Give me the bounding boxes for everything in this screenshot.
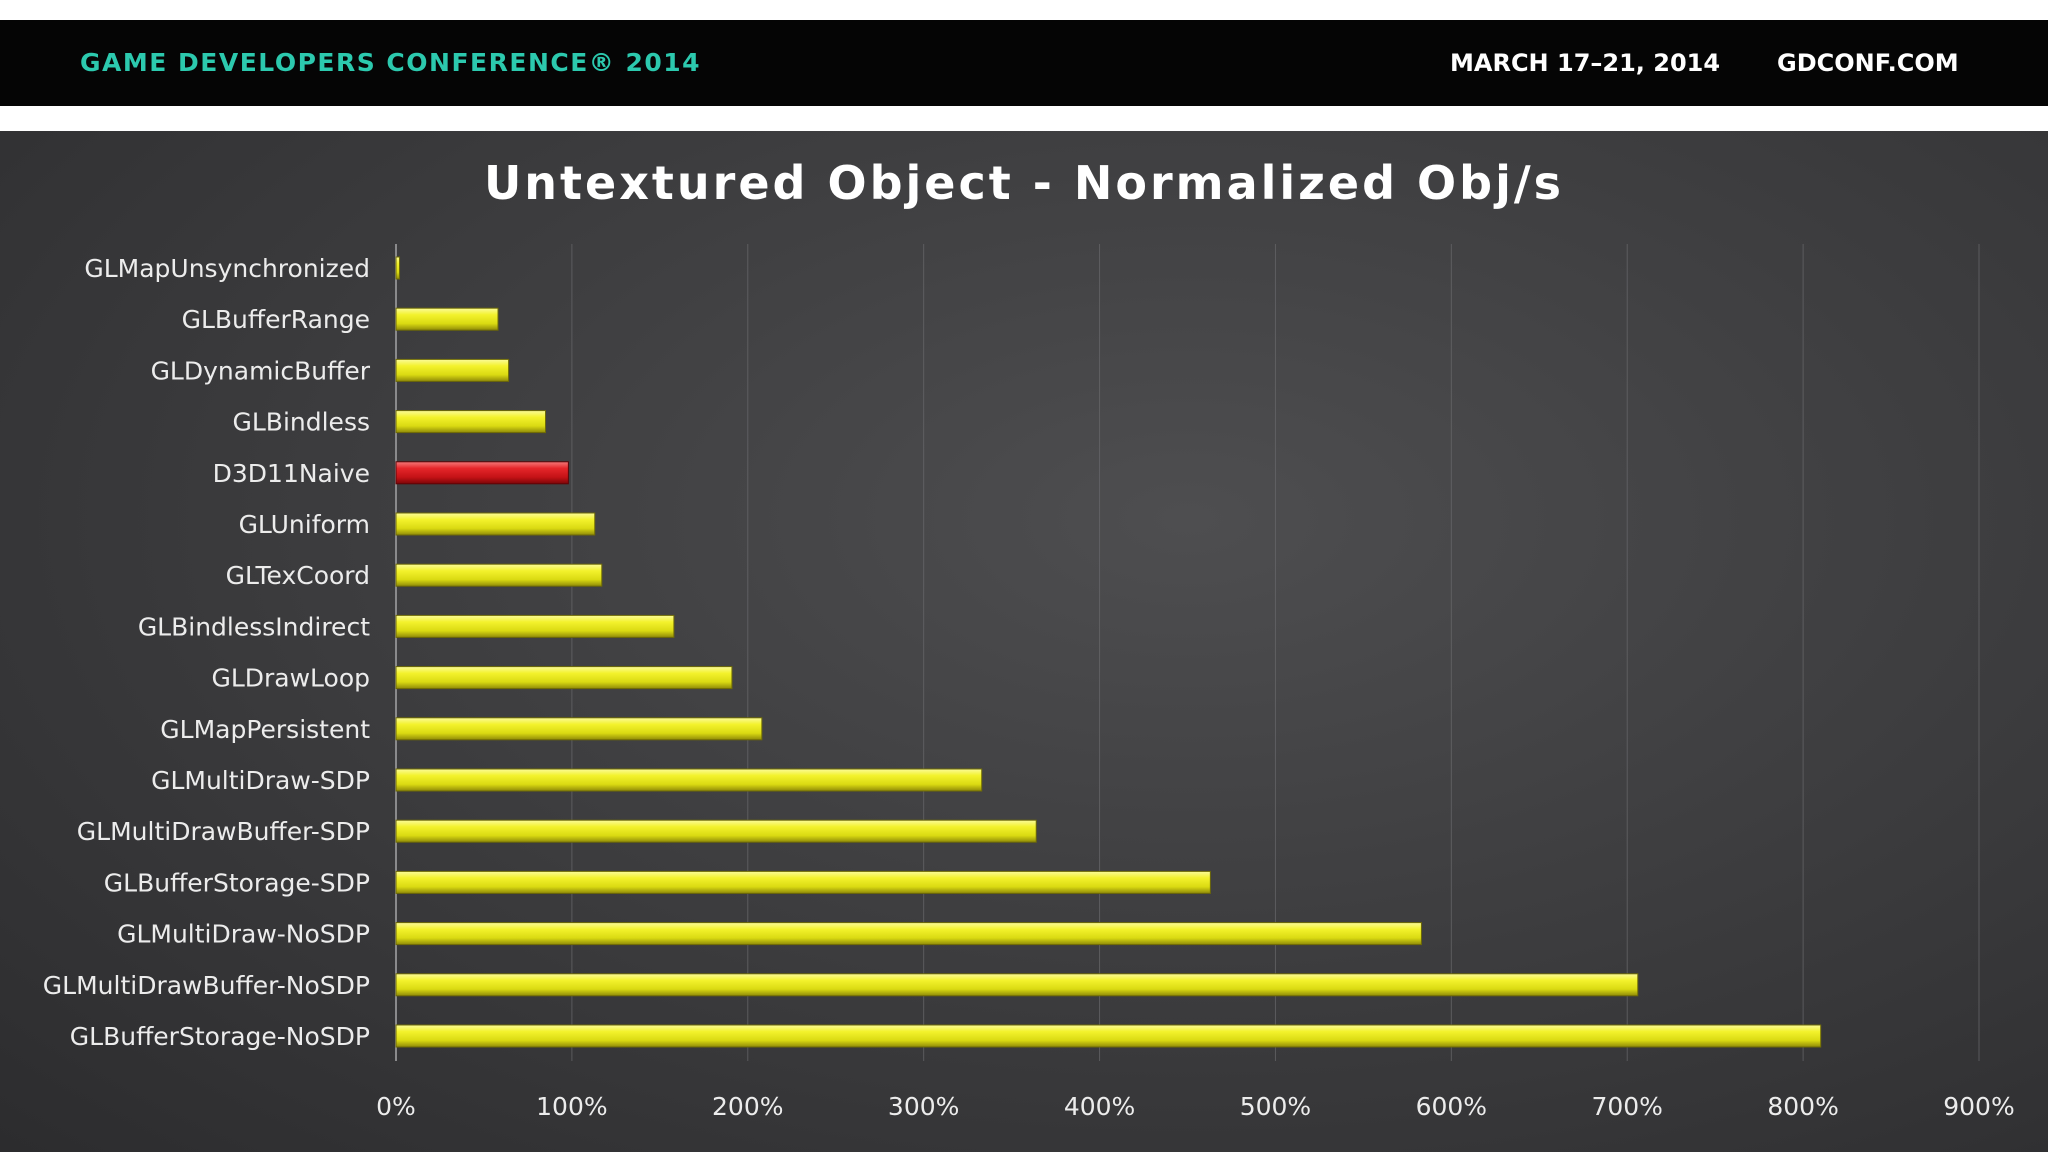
x-tick-label: 100% xyxy=(536,1092,607,1121)
conference-dates: MARCH 17–21, 2014 xyxy=(1450,49,1721,77)
x-tick-label: 600% xyxy=(1416,1092,1487,1121)
category-label: GLTexCoord xyxy=(226,561,370,590)
bar xyxy=(395,717,763,741)
category-label: GLMultiDrawBuffer-NoSDP xyxy=(43,971,370,1000)
bar xyxy=(395,563,603,587)
category-label: D3D11Naive xyxy=(213,459,370,488)
category-label: GLMapUnsynchronized xyxy=(84,254,370,283)
x-tick-label: 800% xyxy=(1767,1092,1838,1121)
category-label: GLMapPersistent xyxy=(160,715,370,744)
bar xyxy=(395,666,733,690)
x-tick-label: 300% xyxy=(888,1092,959,1121)
bar xyxy=(395,819,1037,843)
category-label: GLBufferStorage-SDP xyxy=(104,868,370,897)
category-label: GLMultiDrawBuffer-SDP xyxy=(77,817,370,846)
category-label: GLMultiDraw-NoSDP xyxy=(117,920,370,949)
category-label: GLUniform xyxy=(239,510,370,539)
bars xyxy=(395,256,1822,1048)
bar xyxy=(395,614,675,638)
x-tick-label: 700% xyxy=(1591,1092,1662,1121)
category-label: GLDrawLoop xyxy=(211,664,370,693)
x-tick-label: 500% xyxy=(1240,1092,1311,1121)
x-tick-label: 900% xyxy=(1943,1092,2014,1121)
bar xyxy=(395,256,401,280)
bar xyxy=(395,973,1639,997)
category-label: GLBindlessIndirect xyxy=(138,612,370,641)
x-tick-label: 200% xyxy=(712,1092,783,1121)
bar xyxy=(395,512,596,536)
x-tick-label: 0% xyxy=(376,1092,416,1121)
bar xyxy=(395,410,547,434)
category-label: GLMultiDraw-SDP xyxy=(151,766,370,795)
bar xyxy=(395,461,569,485)
conference-name: GAME DEVELOPERS CONFERENCE® 2014 xyxy=(80,48,702,77)
bar-chart: Untextured Object - Normalized Obj/s GLM… xyxy=(43,156,2015,1121)
x-tick-labels: 0% 100% 200% 300% 400% 500% 600% 700% 800% 900% xyxy=(376,1092,2015,1121)
category-labels: GLMapUnsynchronized GLBufferRange GLDynami… xyxy=(43,254,371,1051)
chart-title: Untextured Object - Normalized Obj/s xyxy=(484,156,1564,210)
bar xyxy=(395,307,499,331)
conference-url: GDCONF.COM xyxy=(1777,49,1959,77)
bar xyxy=(395,358,510,382)
bar xyxy=(395,870,1211,894)
category-label: GLDynamicBuffer xyxy=(151,356,371,385)
x-tick-label: 400% xyxy=(1064,1092,1135,1121)
bar xyxy=(395,768,983,792)
category-label: GLBindless xyxy=(233,408,371,437)
bar xyxy=(395,1024,1822,1048)
category-label: GLBufferRange xyxy=(182,305,370,334)
bar xyxy=(395,922,1422,946)
conference-banner: GAME DEVELOPERS CONFERENCE® 2014 MARCH 1… xyxy=(0,20,2048,106)
category-label: GLBufferStorage-NoSDP xyxy=(70,1022,370,1051)
